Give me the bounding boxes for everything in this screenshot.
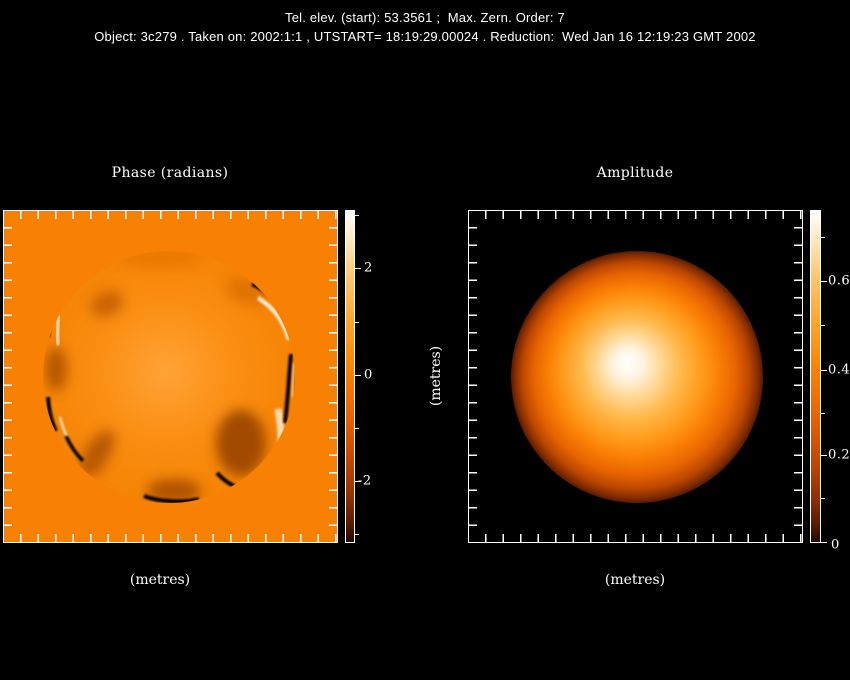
phase-colorbar-label: 2 <box>364 260 373 276</box>
phase-colorbar-minor-tick <box>355 428 359 429</box>
amplitude-colorbar-label: 0 <box>831 537 840 553</box>
amplitude-colorbar-minor-tick <box>821 413 825 414</box>
amplitude-colorbar-label: 0.4 <box>828 362 850 378</box>
phase-colorbar-tick <box>355 375 361 376</box>
amplitude-colorbar-tick <box>821 281 827 282</box>
header-line1: Tel. elev. (start): 53.3561 ; Max. Zern.… <box>285 10 565 25</box>
phase-colorbar-minor-tick <box>355 534 359 535</box>
phase-colorbar-label: 0 <box>364 367 373 383</box>
phase-panel-title: Phase (radians) <box>111 165 229 181</box>
phase-colorbar-tick <box>355 481 361 482</box>
phase-colorbar-minor-tick <box>355 215 359 216</box>
amplitude-colorbar-label: 0.2 <box>828 447 850 463</box>
amplitude-panel-title: Amplitude <box>596 165 674 181</box>
amplitude-x-axis-label: (metres) <box>604 572 666 588</box>
amplitude-colorbar-tick <box>821 455 827 456</box>
amplitude-colorbar <box>810 210 821 543</box>
amplitude-colorbar-minor-tick <box>821 498 825 499</box>
amplitude-heatmap-panel <box>468 210 803 543</box>
phase-x-axis-label: (metres) <box>129 572 191 588</box>
phase-colorbar-tick <box>355 268 361 269</box>
amplitude-colorbar-label: 0.6 <box>828 273 850 289</box>
amplitude-colorbar-tick <box>821 370 827 371</box>
header-line2: Object: 3c279 . Taken on: 2002:1:1 , UTS… <box>94 29 756 44</box>
amplitude-colorbar-tick <box>821 542 827 543</box>
phase-colorbar-minor-tick <box>355 322 359 323</box>
phase-colorbar-label: -2 <box>358 473 372 489</box>
phase-map-image <box>4 211 337 542</box>
amplitude-map-image <box>469 211 802 542</box>
y-axis-label: (metres) <box>428 345 444 407</box>
phase-colorbar <box>345 210 355 543</box>
amplitude-colorbar-minor-tick <box>821 237 825 238</box>
phase-heatmap-panel <box>3 210 338 543</box>
amplitude-colorbar-minor-tick <box>821 325 825 326</box>
